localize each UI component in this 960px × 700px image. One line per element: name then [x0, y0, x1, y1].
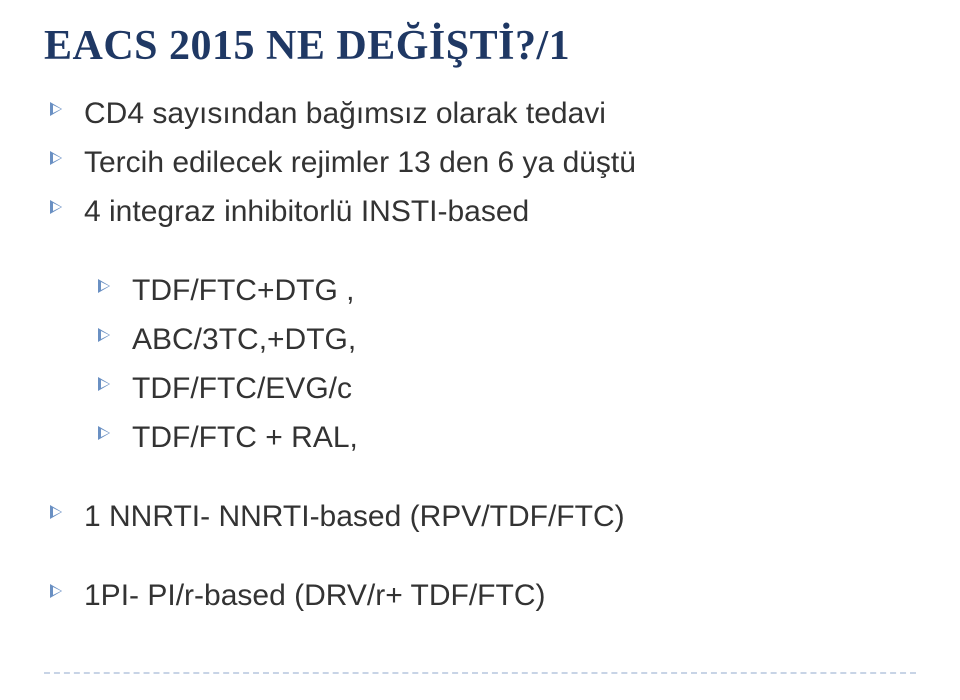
- triangle-icon: [50, 102, 62, 116]
- bullet-list-2: TDF/FTC+DTG , ABC/3TC,+DTG, TDF/FTC/EVG/…: [44, 271, 916, 457]
- list-item: 1 NNRTI- NNRTI-based (RPV/TDF/FTC): [50, 497, 916, 536]
- triangle-icon: [98, 377, 110, 391]
- triangle-icon: [50, 505, 62, 519]
- spacer: [44, 467, 916, 497]
- list-text: TDF/FTC+DTG ,: [132, 274, 354, 307]
- list-text: 1PI- PI/r-based (DRV/r+ TDF/FTC): [84, 579, 545, 612]
- list-text: CD4 sayısından bağımsız olarak tedavi: [84, 97, 606, 130]
- triangle-icon: [50, 200, 62, 214]
- list-text: 1 NNRTI- NNRTI-based (RPV/TDF/FTC): [84, 500, 625, 533]
- list-item: 1PI- PI/r-based (DRV/r+ TDF/FTC): [50, 576, 916, 615]
- triangle-icon: [50, 584, 62, 598]
- list-item: TDF/FTC+DTG ,: [98, 271, 916, 310]
- list-item: CD4 sayısından bağımsız olarak tedavi: [50, 94, 916, 133]
- list-text: 4 integraz inhibitorlü INSTI-based: [84, 195, 529, 228]
- bullet-list-1: CD4 sayısından bağımsız olarak tedavi Te…: [44, 94, 916, 231]
- slide: EACS 2015 NE DEĞİŞTİ?/1 CD4 sayısından b…: [0, 0, 960, 700]
- list-text: TDF/FTC/EVG/c: [132, 372, 352, 405]
- spacer: [44, 546, 916, 576]
- list-item: TDF/FTC + RAL,: [98, 418, 916, 457]
- list-item: 4 integraz inhibitorlü INSTI-based: [50, 192, 916, 231]
- bullet-list-3: 1 NNRTI- NNRTI-based (RPV/TDF/FTC): [44, 497, 916, 536]
- triangle-icon: [98, 426, 110, 440]
- list-item: Tercih edilecek rejimler 13 den 6 ya düş…: [50, 143, 916, 182]
- triangle-icon: [50, 151, 62, 165]
- list-text: ABC/3TC,+DTG,: [132, 323, 356, 356]
- list-item: TDF/FTC/EVG/c: [98, 369, 916, 408]
- bottom-divider: [44, 672, 916, 674]
- spacer: [44, 241, 916, 271]
- list-text: Tercih edilecek rejimler 13 den 6 ya düş…: [84, 146, 636, 179]
- list-text: TDF/FTC + RAL,: [132, 421, 358, 454]
- page-title: EACS 2015 NE DEĞİŞTİ?/1: [44, 22, 916, 70]
- bullet-list-4: 1PI- PI/r-based (DRV/r+ TDF/FTC): [44, 576, 916, 615]
- triangle-icon: [98, 279, 110, 293]
- triangle-icon: [98, 328, 110, 342]
- list-item: ABC/3TC,+DTG,: [98, 320, 916, 359]
